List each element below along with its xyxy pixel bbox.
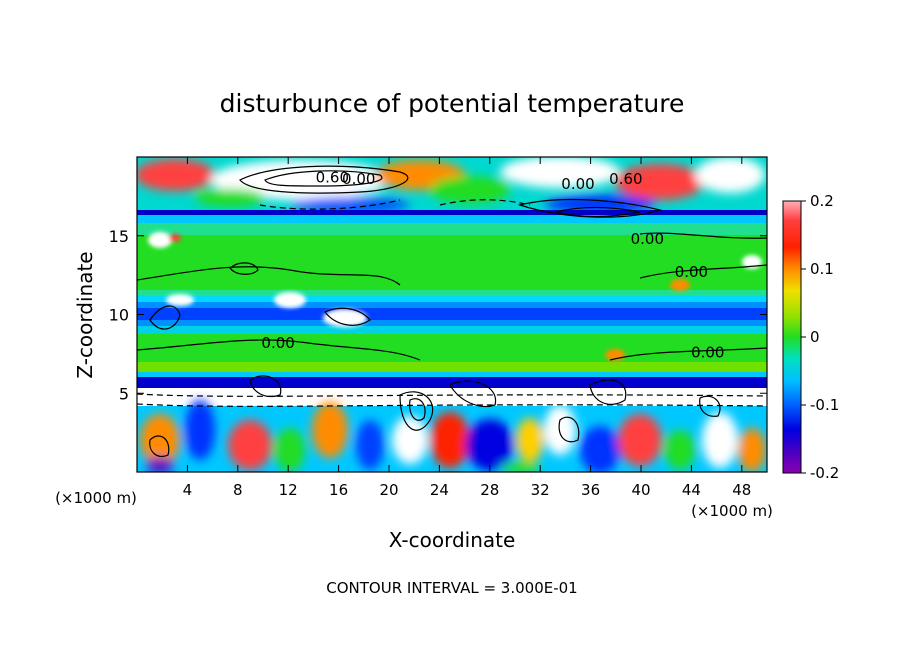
- x-tick-label: 20: [379, 481, 398, 499]
- z-tick-label: 5: [119, 384, 129, 403]
- colorbar-tick-label: 0.2: [810, 192, 834, 210]
- colorbar-tick-label: 0: [810, 328, 820, 346]
- contour-label: 0.00: [561, 175, 594, 193]
- colorbar-tick-label: -0.1: [810, 396, 839, 414]
- contour-label: 0.60: [316, 168, 349, 186]
- z-tick-label: 15: [109, 227, 129, 246]
- colorbar-tick-label: -0.2: [810, 464, 839, 482]
- x-axis-label: X-coordinate: [389, 528, 516, 552]
- z-axis-unit: (×1000 m): [55, 489, 137, 507]
- contour-labels: 0.600.00 0.00 0.600.000.000.000.00: [261, 168, 724, 361]
- lower-layer: [137, 384, 767, 472]
- contour-label: 0.00: [261, 334, 294, 352]
- contour-label: 0.00: [675, 263, 708, 281]
- contour-interval-note: CONTOUR INTERVAL = 3.000E-01: [326, 579, 577, 597]
- colorbar-ticks: 0.2 0.1 0 -0.1 -0.2: [801, 192, 839, 482]
- x-tick-label: 16: [329, 481, 348, 499]
- colorbar-tick-label: 0.1: [810, 260, 834, 278]
- x-tick-label: 48: [732, 481, 751, 499]
- contour-label: 0.00: [631, 230, 664, 248]
- contour-label: 0.60: [609, 170, 642, 188]
- x-tick-label: 44: [682, 481, 701, 499]
- heatmap-field: [137, 157, 767, 472]
- contour-label: 0.00: [691, 343, 724, 361]
- chart-title: disturbunce of potential temperature: [220, 89, 685, 118]
- contour-lines: [137, 165, 767, 458]
- colorbar-gradient: [782, 200, 802, 474]
- x-axis-unit: (×1000 m): [691, 502, 773, 520]
- colorbar: 0.2 0.1 0 -0.1 -0.2: [782, 192, 839, 482]
- y-axis-label: Z-coordinate: [73, 251, 97, 378]
- x-tick-label: 36: [581, 481, 600, 499]
- middle-layer: [137, 215, 767, 384]
- x-tick-label: 32: [531, 481, 550, 499]
- x-tick-label: 40: [631, 481, 650, 499]
- x-tick-label: 4: [183, 481, 193, 499]
- z-tick-label: 10: [109, 306, 129, 325]
- x-tick-label: 24: [430, 481, 449, 499]
- upper-layer: [137, 157, 767, 215]
- contour-label: 0.00: [342, 170, 375, 188]
- x-tick-label: 8: [233, 481, 243, 499]
- x-tick-label: 12: [279, 481, 298, 499]
- x-tick-label: 28: [480, 481, 499, 499]
